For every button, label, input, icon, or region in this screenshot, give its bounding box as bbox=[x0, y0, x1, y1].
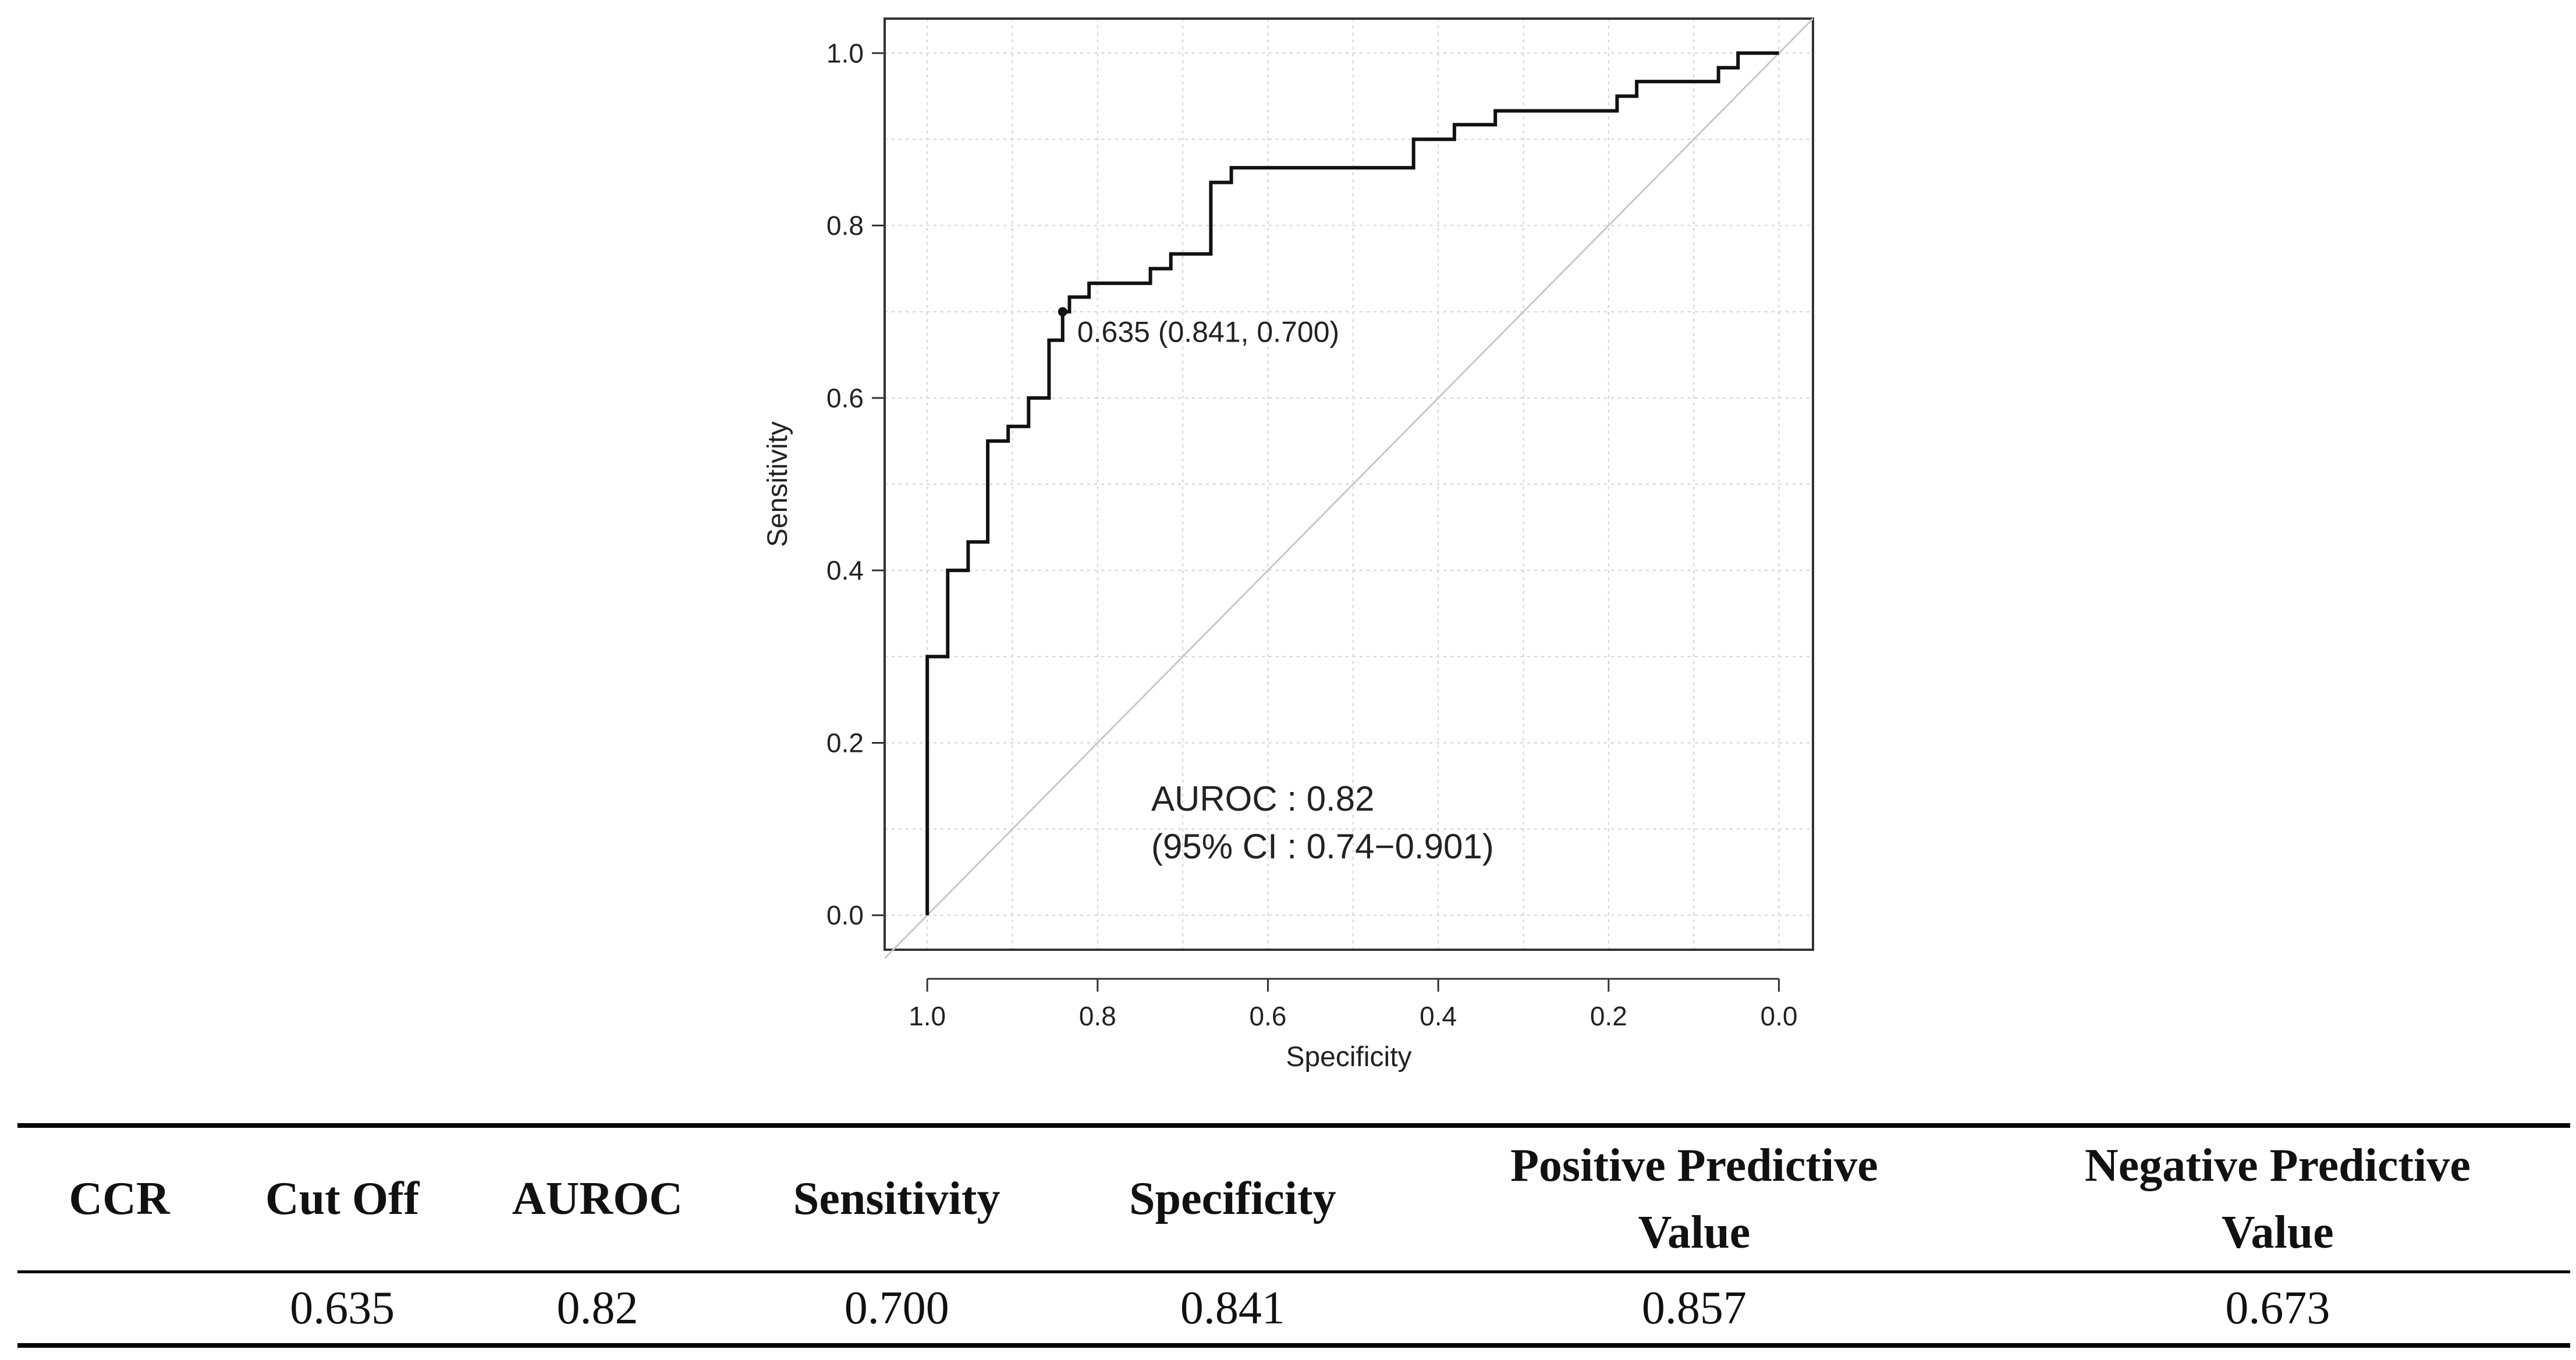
x-tick-label: 0.0 bbox=[1760, 1001, 1797, 1031]
x-tick-label: 0.6 bbox=[1250, 1001, 1287, 1031]
cell-auroc: 0.82 bbox=[556, 1282, 638, 1334]
header-sensitivity: Sensitivity bbox=[793, 1173, 1000, 1224]
x-tick-label: 0.4 bbox=[1420, 1001, 1457, 1031]
header-ccr: CCR bbox=[69, 1173, 170, 1224]
ci-annotation: (95% CI : 0.74−0.901) bbox=[1151, 827, 1494, 866]
cell-specificity: 0.841 bbox=[1180, 1282, 1285, 1334]
y-tick-label: 0.4 bbox=[826, 555, 864, 585]
y-tick-label: 0.0 bbox=[826, 900, 864, 931]
y-axis: 0.0 0.2 0.4 0.6 0.8 1.0 bbox=[826, 38, 885, 931]
cell-sensitivity: 0.700 bbox=[844, 1282, 949, 1334]
roc-curve-group bbox=[925, 51, 1779, 915]
roc-curve bbox=[925, 51, 1779, 915]
threshold-label: 0.635 (0.841, 0.700) bbox=[1077, 316, 1339, 349]
cell-npv: 0.673 bbox=[2225, 1282, 2330, 1334]
reference-diagonal bbox=[883, 17, 1814, 959]
x-tick-label: 0.8 bbox=[1079, 1001, 1116, 1031]
y-tick-label: 0.2 bbox=[826, 727, 864, 758]
x-axis: 1.0 0.8 0.6 0.4 0.2 0.0 bbox=[909, 978, 1797, 1031]
header-npv: Negative Predictive Value bbox=[1985, 1125, 2570, 1272]
x-axis-title: Specificity bbox=[1286, 1042, 1411, 1073]
auroc-annotation: AUROC : 0.82 bbox=[1151, 779, 1374, 818]
header-ppv-line1: Positive Predictive bbox=[1510, 1139, 1878, 1191]
roc-chart-svg: 1.0 0.8 0.6 0.4 0.2 0.0 0.0 0.2 0.4 0.6 0.8 1.0 Sp… bbox=[762, 17, 1814, 1073]
header-ppv: Positive Predictive Value bbox=[1403, 1125, 1985, 1272]
y-tick-label: 0.8 bbox=[826, 211, 864, 241]
header-cutoff: Cut Off bbox=[265, 1173, 420, 1224]
table-row: 0.635 0.82 0.700 0.841 0.857 0.673 bbox=[17, 1272, 2570, 1346]
header-ppv-line2: Value bbox=[1638, 1206, 1751, 1258]
cell-ccr bbox=[17, 1272, 221, 1346]
grid-lines bbox=[885, 19, 1813, 950]
header-npv-line1: Negative Predictive bbox=[2085, 1139, 2471, 1191]
roc-chart: 1.0 0.8 0.6 0.4 0.2 0.0 0.0 0.2 0.4 0.6 0.8 1.0 Sp… bbox=[762, 17, 1814, 1073]
cell-ppv: 0.857 bbox=[1641, 1282, 1747, 1334]
header-auroc: AUROC bbox=[512, 1173, 683, 1224]
table-header-row: CCR Cut Off AUROC Sensitivity Specificit… bbox=[17, 1125, 2570, 1272]
results-table: CCR Cut Off AUROC Sensitivity Specificit… bbox=[17, 1123, 2570, 1348]
x-tick-label: 1.0 bbox=[909, 1001, 946, 1031]
plot-frame bbox=[883, 17, 1814, 951]
header-npv-line2: Value bbox=[2222, 1206, 2334, 1258]
y-tick-label: 0.6 bbox=[826, 383, 864, 413]
threshold-point bbox=[1058, 307, 1067, 317]
y-axis-title: Sensitivity bbox=[762, 421, 793, 547]
x-tick-label: 0.2 bbox=[1590, 1001, 1627, 1031]
y-tick-label: 1.0 bbox=[826, 38, 864, 68]
header-specificity: Specificity bbox=[1129, 1173, 1336, 1224]
cell-cutoff: 0.635 bbox=[290, 1282, 395, 1334]
reference-diagonal-group bbox=[883, 17, 1814, 959]
